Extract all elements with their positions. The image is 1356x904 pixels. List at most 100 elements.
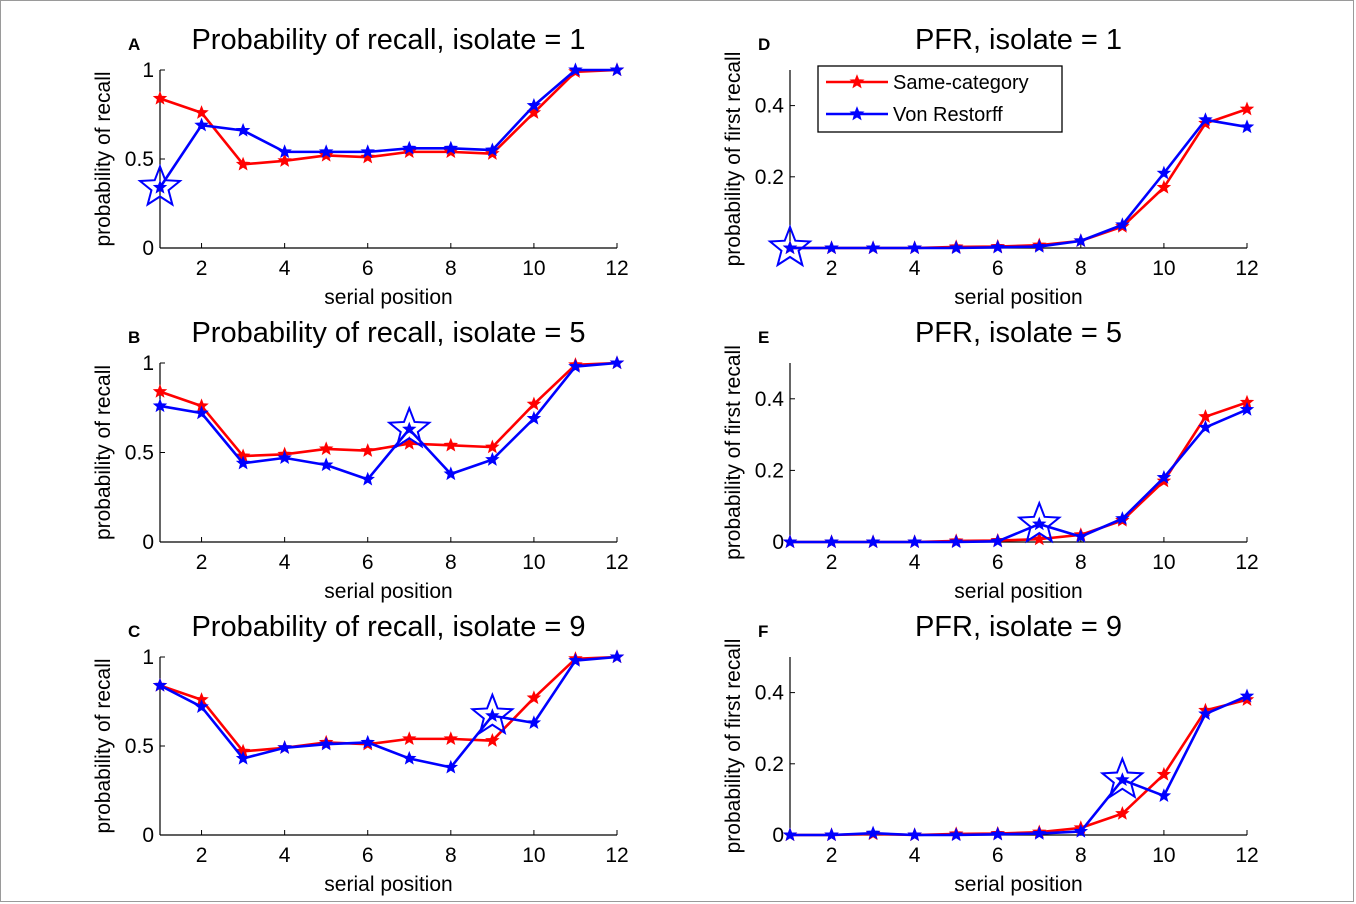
panel-a-series-von-restorff-point: [152, 179, 168, 194]
legend-marker-von-restorff: [849, 106, 865, 121]
panel-b-series-von-restorff-point: [609, 355, 625, 370]
panel-e-ylabel: probability of first recall: [722, 345, 745, 560]
panel-c-xtick-label: 4: [279, 844, 291, 867]
panel-f-series-von-restorff-point: [782, 827, 798, 842]
panel-a-ytick-label: 1: [142, 59, 154, 82]
panel-a-series-von-restorff-point: [235, 122, 251, 137]
panel-c-xtick-label: 6: [362, 844, 374, 867]
panel-e-series-von-restorff-point: [948, 534, 964, 549]
panel-b-ytick-label: 1: [142, 352, 154, 375]
panel-b-series-von-restorff-line: [159, 361, 618, 481]
panel-a-xtick-label: 12: [605, 257, 628, 280]
panel-d-ylabel: probability of first recall: [722, 52, 745, 267]
legend: Same-category Von Restorff: [817, 65, 1063, 133]
panel-a-series-von-restorff-point: [568, 62, 583, 77]
panel-c-xtick-label: 10: [522, 844, 545, 867]
panel-c-series-von-restorff-point: [485, 708, 500, 722]
panel-e-xtick-label: 6: [992, 551, 1004, 574]
panel-a-series-same-category-point: [235, 156, 251, 171]
panel-b-series-von-restorff-point: [526, 410, 542, 425]
panel-e-series-same-category: [782, 394, 1255, 549]
panel-d-series-von-restorff-point: [1032, 238, 1047, 253]
panel-c-xlabel: serial position: [324, 873, 452, 896]
panel-b-series-von-restorff: [152, 355, 625, 486]
panel-b-series-von-restorff-point: [485, 452, 500, 466]
panel-c-series-same-category-point: [402, 731, 417, 746]
panel-f-series-von-restorff-point: [865, 825, 881, 840]
panel-d-series-von-restorff-point: [948, 240, 964, 255]
panel-c-series-von-restorff-point: [194, 699, 209, 713]
panel-f-letter: F: [758, 622, 768, 641]
panel-b-series-von-restorff-point: [360, 471, 375, 486]
panel-e: E PFR, isolate = 5 2 4 6 8 10 12 0 0.2 0.4 serial p…: [722, 317, 1259, 603]
panel-a-series-same-category-point: [152, 90, 168, 105]
panel-d-series-von-restorff-point: [824, 240, 839, 255]
panel-b-xtick-label: 12: [605, 551, 628, 574]
panel-a-series-von-restorff-point: [318, 144, 334, 159]
panel-b-series-same-category: [152, 355, 625, 463]
panel-e-series-von-restorff-point: [824, 534, 839, 549]
panel-e-xlabel: serial position: [954, 580, 1082, 603]
panel-a-xtick-label: 4: [279, 257, 291, 280]
panel-e-title: PFR, isolate = 5: [915, 317, 1122, 349]
panel-f-title: PFR, isolate = 9: [915, 611, 1122, 643]
panel-e-series-von-restorff-point: [1073, 529, 1089, 543]
panel-b-series-same-category-point: [526, 396, 542, 411]
panel-a-series-von-restorff-point: [277, 144, 292, 159]
panel-c-series-von-restorff-isolate-marker: [469, 691, 515, 735]
panel-b-letter: B: [128, 328, 140, 347]
legend-box: [817, 65, 1063, 133]
panel-d-xtick-label: 8: [1075, 257, 1087, 280]
panel-a-xtick-label: 2: [196, 257, 208, 280]
panel-d-xtick-label: 2: [826, 257, 838, 280]
panel-a-series-same-category-point: [194, 105, 209, 119]
panel-d-letter: D: [758, 35, 770, 54]
panel-e-xtick-label: 8: [1075, 551, 1087, 574]
panel-b-series-same-category-point: [443, 437, 459, 452]
panel-f-xtick-label: 4: [909, 844, 921, 867]
panel-c-series-von-restorff: [152, 649, 625, 774]
panel-a-series-von-restorff-point: [526, 97, 542, 112]
panel-a-series-same-category-point: [277, 153, 292, 167]
panel-e-series-von-restorff-isolate-marker: [1016, 500, 1062, 544]
panel-b-series-von-restorff-point: [402, 421, 417, 436]
panel-d-xtick-label: 12: [1235, 257, 1258, 280]
panels-group: A Probability of recall, isolate = 1 2 4 6 8 1…: [92, 24, 1259, 896]
panel-f-xtick-label: 8: [1075, 844, 1087, 867]
panel-d-xtick-label: 10: [1152, 257, 1175, 280]
panel-d-series-von-restorff-line: [790, 118, 1248, 250]
panel-a-series-von-restorff-point: [360, 144, 375, 159]
panel-a-series-von-restorff-point: [402, 140, 417, 155]
panel-e-series-same-category-point: [1032, 531, 1047, 546]
panel-a-series-same-category: [152, 62, 625, 171]
panel-d-series-von-restorff: [767, 112, 1255, 268]
panel-b-series-von-restorff-point: [277, 450, 292, 465]
panel-f-series-von-restorff-point: [1156, 788, 1172, 802]
panel-a-xlabel: serial position: [324, 286, 452, 309]
panel-a-xtick-label: 8: [445, 257, 457, 280]
panel-d-xlabel: serial position: [954, 286, 1082, 309]
panel-c-series-von-restorff-point: [318, 736, 334, 751]
panel-d-series-von-restorff-point: [990, 239, 1005, 254]
panel-e-series-von-restorff-point: [990, 533, 1005, 548]
panel-b-series-von-restorff-point: [194, 405, 209, 420]
panel-c-ylabel: probability of recall: [92, 658, 115, 833]
panel-d-series-same-category-point: [1239, 101, 1255, 116]
panel-c: C Probability of recall, isolate = 9 2 4 6 8 1…: [92, 611, 629, 896]
panel-c-series-same-category-line: [159, 655, 618, 753]
panel-e-ytick-label: 0: [772, 531, 784, 554]
panel-d-series-same-category-point: [1156, 179, 1172, 194]
panel-f-series-same-category-point: [1115, 806, 1130, 820]
panel-a-letter: A: [128, 35, 140, 54]
panel-b-series-same-category-point: [152, 384, 168, 398]
panel-f-ytick-label: 0.2: [755, 753, 784, 776]
panel-d-series-von-restorff-point: [782, 240, 798, 255]
panel-d-title: PFR, isolate = 1: [915, 24, 1122, 56]
panel-c-series-von-restorff-line: [159, 655, 618, 769]
panel-e-ytick-label: 0.2: [755, 459, 784, 482]
panel-e-series-same-category-point: [1198, 409, 1213, 423]
panel-c-series-von-restorff-point: [277, 740, 292, 754]
panel-f-xtick-label: 2: [826, 844, 838, 867]
